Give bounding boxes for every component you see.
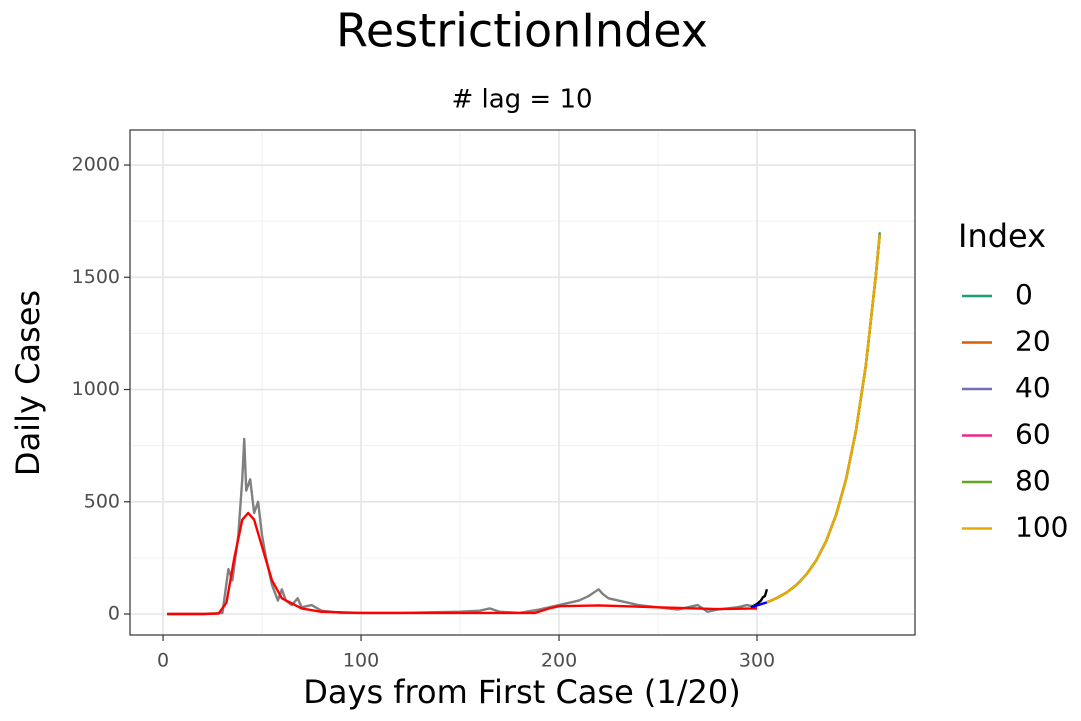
axes: 0 100 200 300 0 500 1000 1500 2000: [72, 154, 776, 672]
legend-label: 80: [1015, 464, 1051, 497]
x-tick-label: 100: [343, 650, 379, 672]
plot-lines: [167, 232, 881, 616]
data-line: [750, 601, 768, 609]
legend-label: 20: [1015, 325, 1051, 358]
grid: [130, 130, 915, 635]
chart-subtitle: # lag = 10: [451, 85, 592, 115]
legend-title: Index: [958, 217, 1046, 255]
x-tick-label: 0: [157, 650, 169, 672]
data-line: [750, 588, 769, 609]
legend-label: 0: [1015, 278, 1033, 311]
y-axis-label: Daily Cases: [9, 290, 47, 476]
y-tick-label: 1500: [72, 266, 120, 288]
legend-label: 40: [1015, 371, 1051, 404]
x-tick-label: 300: [739, 650, 775, 672]
x-axis-label: Days from First Case (1/20): [303, 673, 741, 711]
x-tick-label: 200: [541, 650, 577, 672]
panel-border: [129, 129, 916, 636]
legend-label: 100: [1015, 511, 1068, 544]
legend: 0 20 40 60 80 100: [962, 278, 1068, 544]
legend-label: 60: [1015, 418, 1051, 451]
y-tick-label: 2000: [72, 154, 120, 176]
y-tick-label: 1000: [72, 378, 120, 400]
y-tick-label: 500: [84, 490, 120, 512]
data-line: [167, 511, 758, 616]
data-line: [766, 234, 881, 604]
chart-title: RestrictionIndex: [336, 4, 708, 58]
y-tick-label: 0: [108, 603, 120, 625]
